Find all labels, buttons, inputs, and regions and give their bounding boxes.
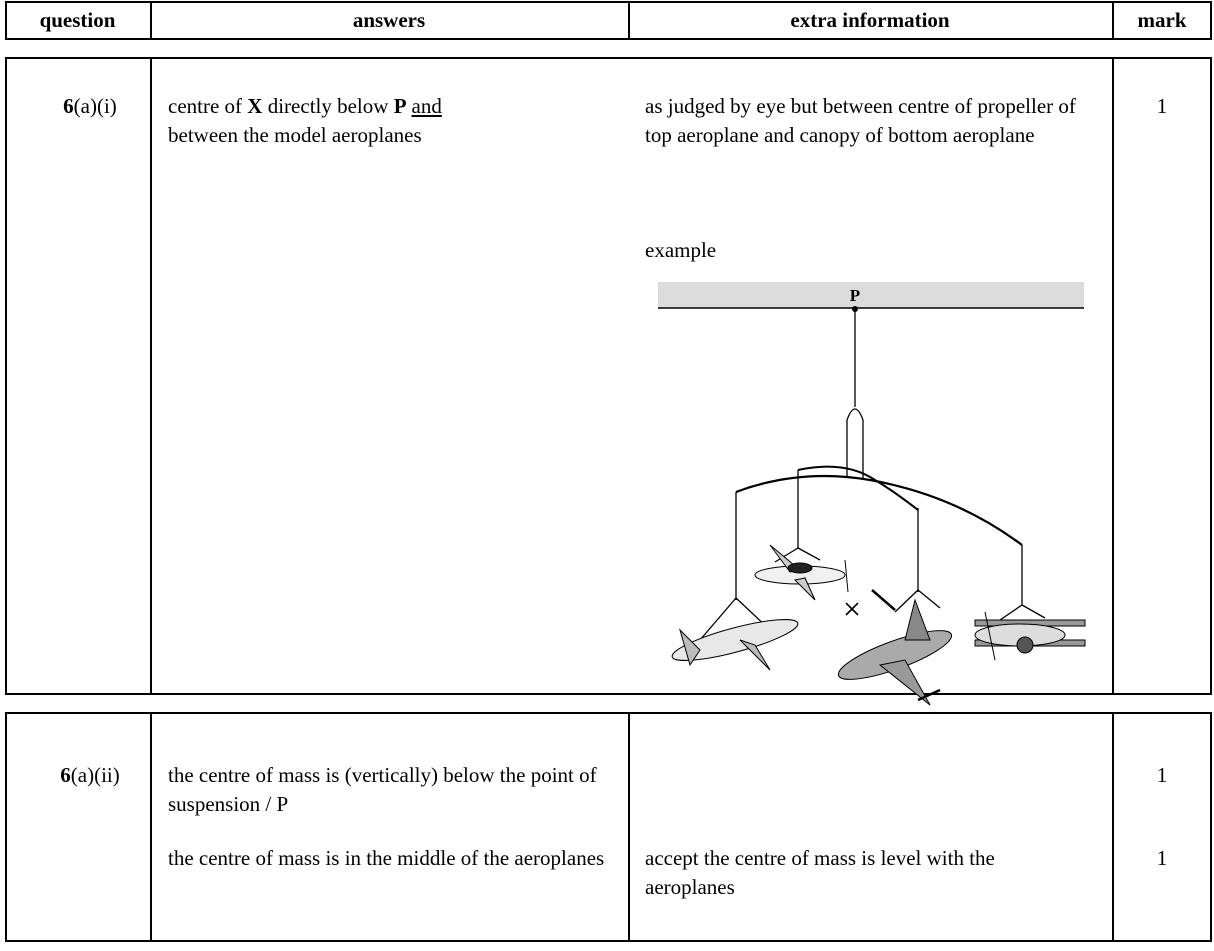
bold: X bbox=[247, 94, 263, 118]
question-number: 6(a)(ii) bbox=[5, 761, 175, 790]
divider bbox=[628, 1, 630, 40]
header-cell: extra information bbox=[790, 8, 950, 32]
bold: P bbox=[393, 94, 407, 118]
number: 6 bbox=[63, 94, 74, 118]
header-box bbox=[5, 1, 1212, 40]
header-cell: mark bbox=[1137, 8, 1187, 32]
table bbox=[5, 57, 1212, 695]
divider bbox=[1112, 1, 1114, 40]
text: between the model aeroplanes bbox=[168, 123, 422, 147]
divider bbox=[150, 712, 152, 942]
mark: 1 bbox=[1156, 763, 1168, 787]
extra: accept the centre of mass is level with … bbox=[645, 846, 995, 899]
extra: example bbox=[645, 238, 717, 262]
text: centre of bbox=[168, 94, 248, 118]
header-cell: answers bbox=[352, 8, 426, 32]
point-label: P bbox=[850, 286, 860, 305]
aeroplanes bbox=[671, 544, 1086, 706]
divider bbox=[150, 1, 152, 40]
text: directly below bbox=[262, 94, 394, 118]
mark: 1 bbox=[1156, 94, 1168, 118]
question-number: 6(a)(i) bbox=[5, 92, 175, 121]
underline: and bbox=[411, 94, 442, 118]
divider bbox=[150, 57, 152, 695]
table bbox=[5, 712, 1212, 942]
divider bbox=[1112, 57, 1114, 695]
header-cell: question bbox=[39, 8, 116, 32]
ceiling bbox=[658, 282, 1084, 308]
part: (a)(i) bbox=[73, 94, 117, 118]
part: (a)(ii) bbox=[70, 763, 120, 787]
extra: as judged by eye but between centre of p… bbox=[645, 94, 1076, 147]
number: 6 bbox=[60, 763, 71, 787]
divider bbox=[1112, 712, 1114, 942]
answer: the centre of mass is in the middle of t… bbox=[168, 846, 605, 870]
divider bbox=[628, 712, 630, 942]
answer: the centre of mass is (vertically) below… bbox=[168, 763, 597, 816]
mark: 1 bbox=[1156, 846, 1168, 870]
